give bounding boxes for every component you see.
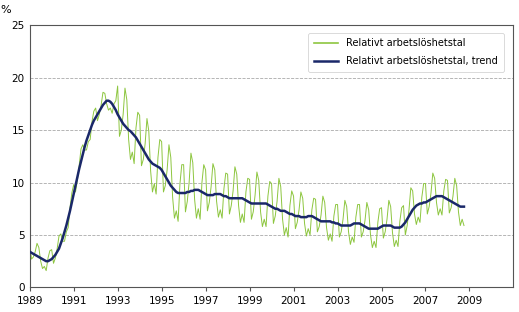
Legend: Relativt arbetslöshetstal, Relativt arbetslöshetstal, trend: Relativt arbetslöshetstal, Relativt arbe… xyxy=(308,33,504,72)
Text: %: % xyxy=(1,5,11,15)
